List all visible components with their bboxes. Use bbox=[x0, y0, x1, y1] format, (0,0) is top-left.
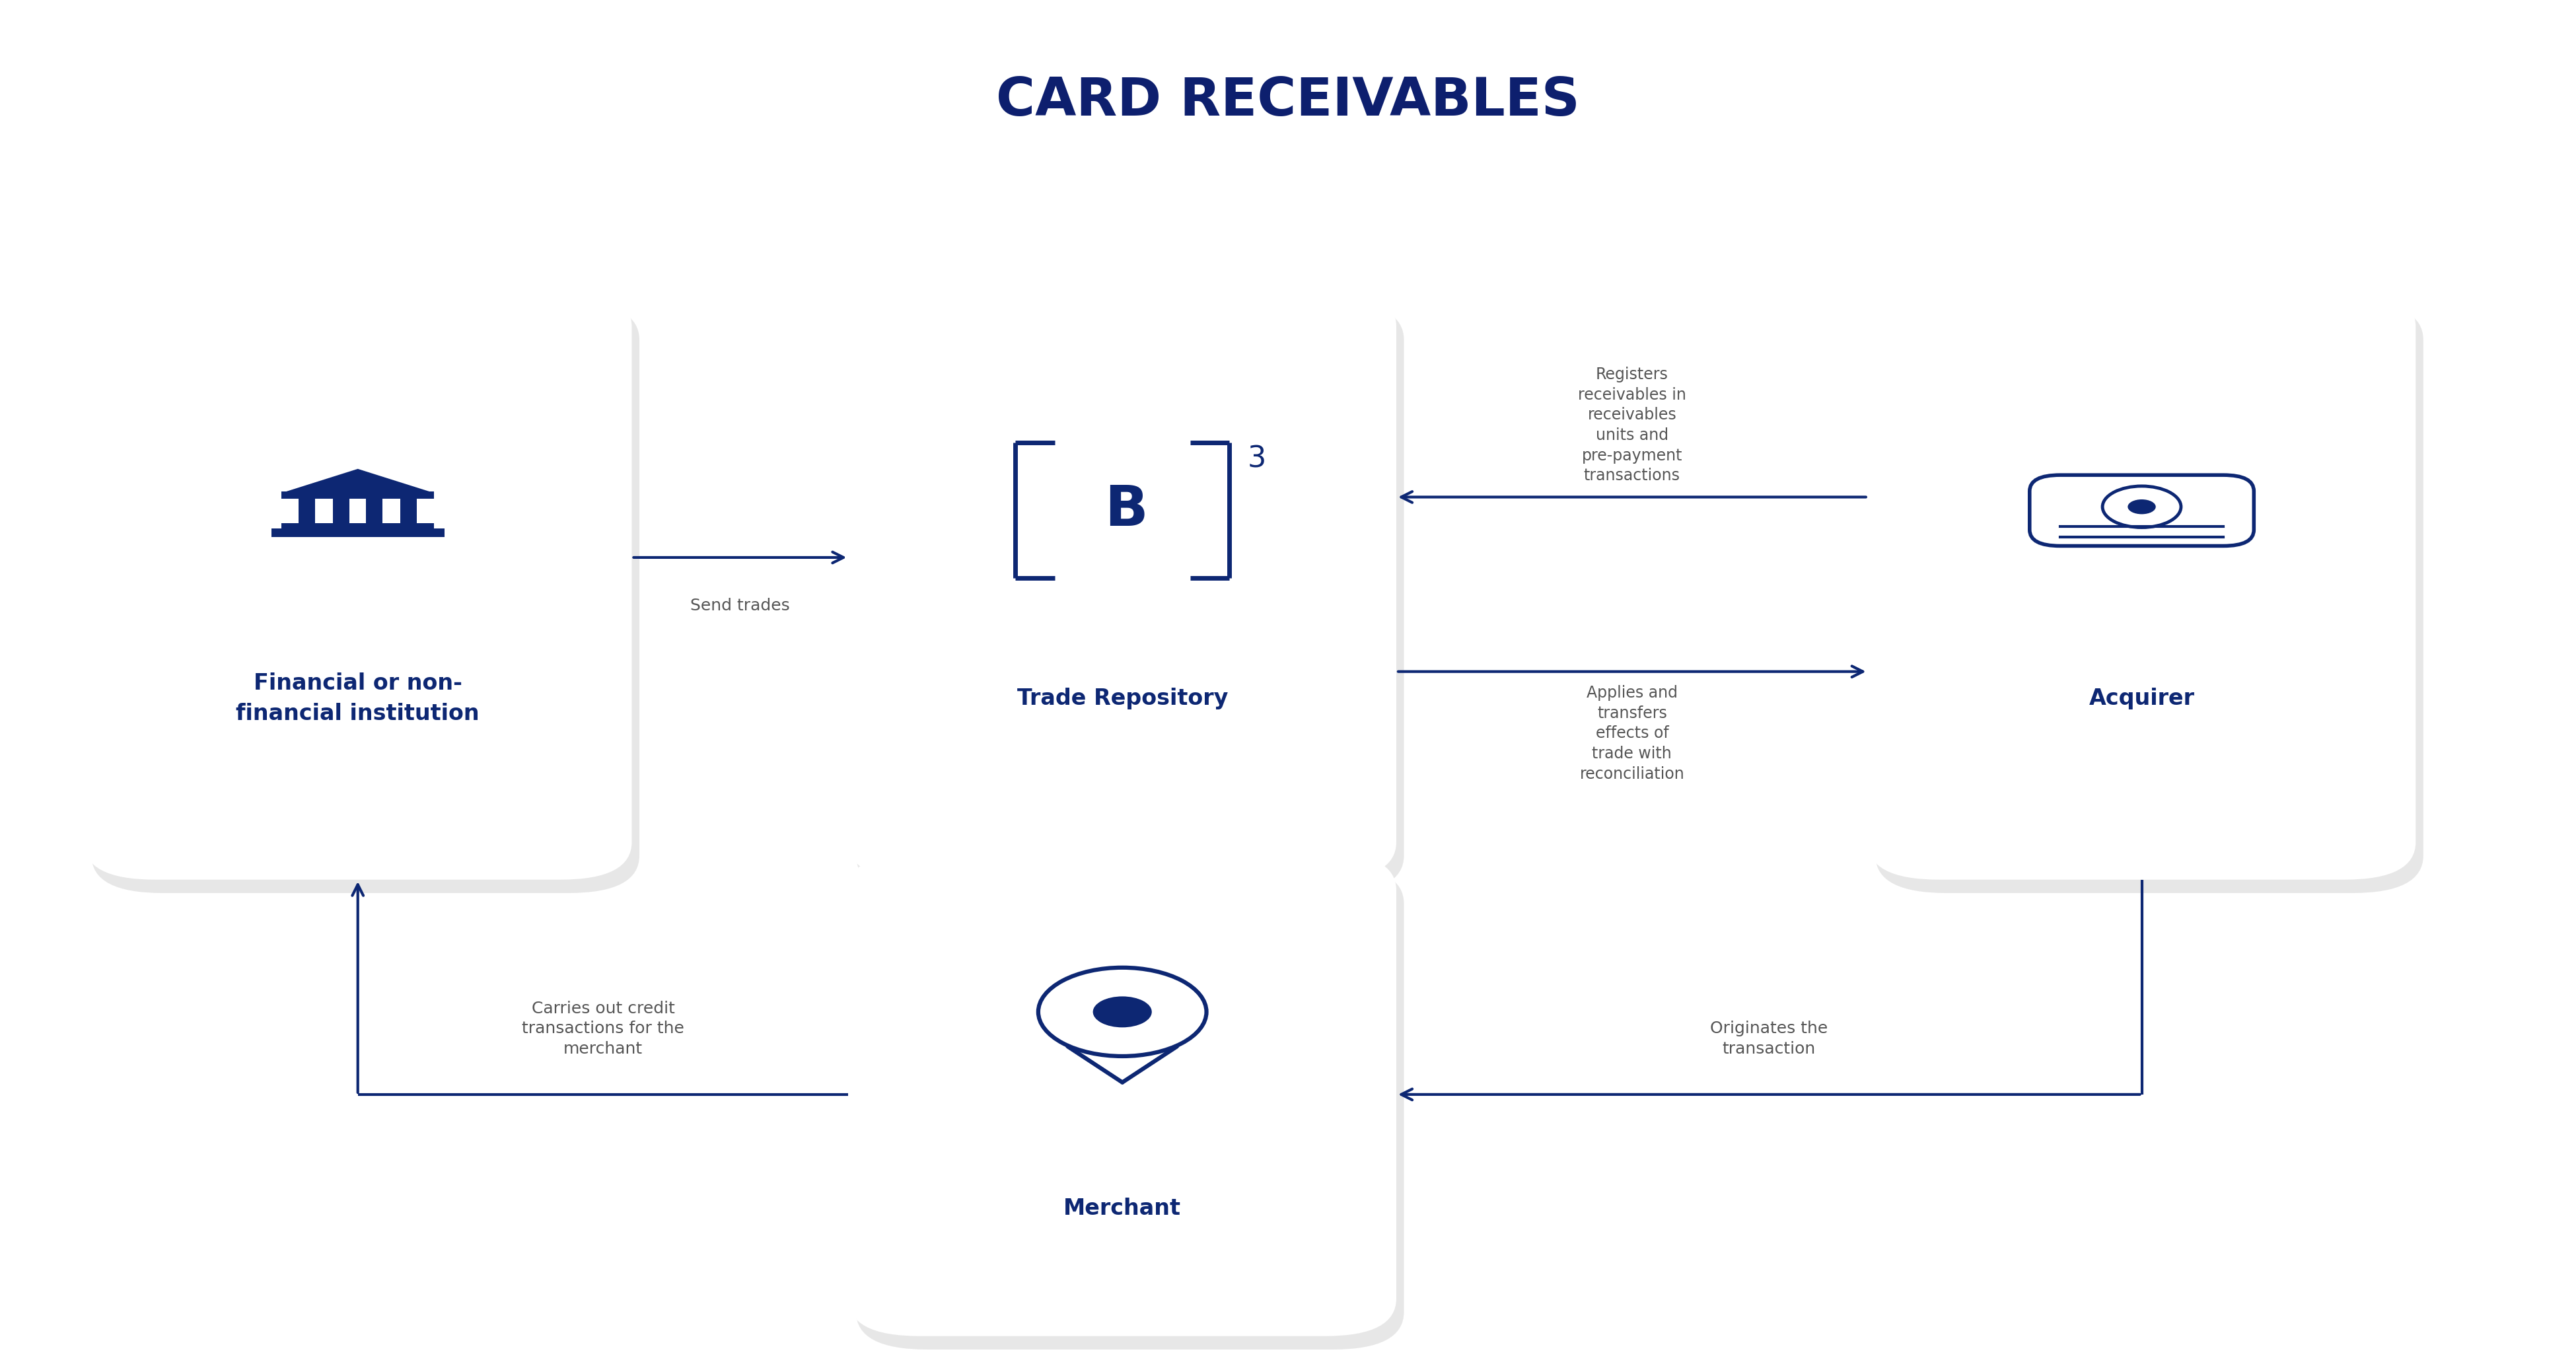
FancyBboxPatch shape bbox=[2030, 475, 2254, 545]
Bar bbox=[281, 492, 435, 499]
FancyBboxPatch shape bbox=[85, 289, 631, 880]
FancyBboxPatch shape bbox=[848, 852, 1396, 1336]
Bar bbox=[332, 497, 350, 523]
Text: Applies and
transfers
effects of
trade with
reconciliation: Applies and transfers effects of trade w… bbox=[1579, 685, 1685, 782]
FancyBboxPatch shape bbox=[1868, 289, 2416, 880]
FancyBboxPatch shape bbox=[848, 289, 1396, 880]
Bar bbox=[366, 497, 384, 523]
Text: B: B bbox=[1105, 484, 1146, 538]
Text: Acquirer: Acquirer bbox=[2089, 688, 2195, 710]
Bar bbox=[399, 497, 417, 523]
FancyBboxPatch shape bbox=[855, 866, 1404, 1349]
Text: 3: 3 bbox=[1247, 445, 1265, 473]
Bar bbox=[299, 497, 314, 523]
Text: Send trades: Send trades bbox=[690, 597, 791, 614]
Circle shape bbox=[1092, 996, 1151, 1028]
Bar bbox=[281, 523, 435, 529]
Polygon shape bbox=[281, 469, 435, 493]
Circle shape bbox=[2128, 500, 2156, 514]
FancyBboxPatch shape bbox=[93, 303, 639, 893]
Text: Financial or non-
financial institution: Financial or non- financial institution bbox=[237, 673, 479, 725]
Text: Registers
receivables in
receivables
units and
pre-payment
transactions: Registers receivables in receivables uni… bbox=[1579, 367, 1687, 484]
Text: Merchant: Merchant bbox=[1064, 1197, 1182, 1219]
Text: Originates the
transaction: Originates the transaction bbox=[1710, 1021, 1829, 1056]
FancyBboxPatch shape bbox=[1875, 303, 2424, 893]
Text: CARD RECEIVABLES: CARD RECEIVABLES bbox=[997, 75, 1579, 127]
Text: Carries out credit
transactions for the
merchant: Carries out credit transactions for the … bbox=[523, 1000, 685, 1056]
Text: Trade Repository: Trade Repository bbox=[1018, 688, 1229, 710]
Bar bbox=[270, 529, 446, 537]
FancyBboxPatch shape bbox=[855, 303, 1404, 893]
